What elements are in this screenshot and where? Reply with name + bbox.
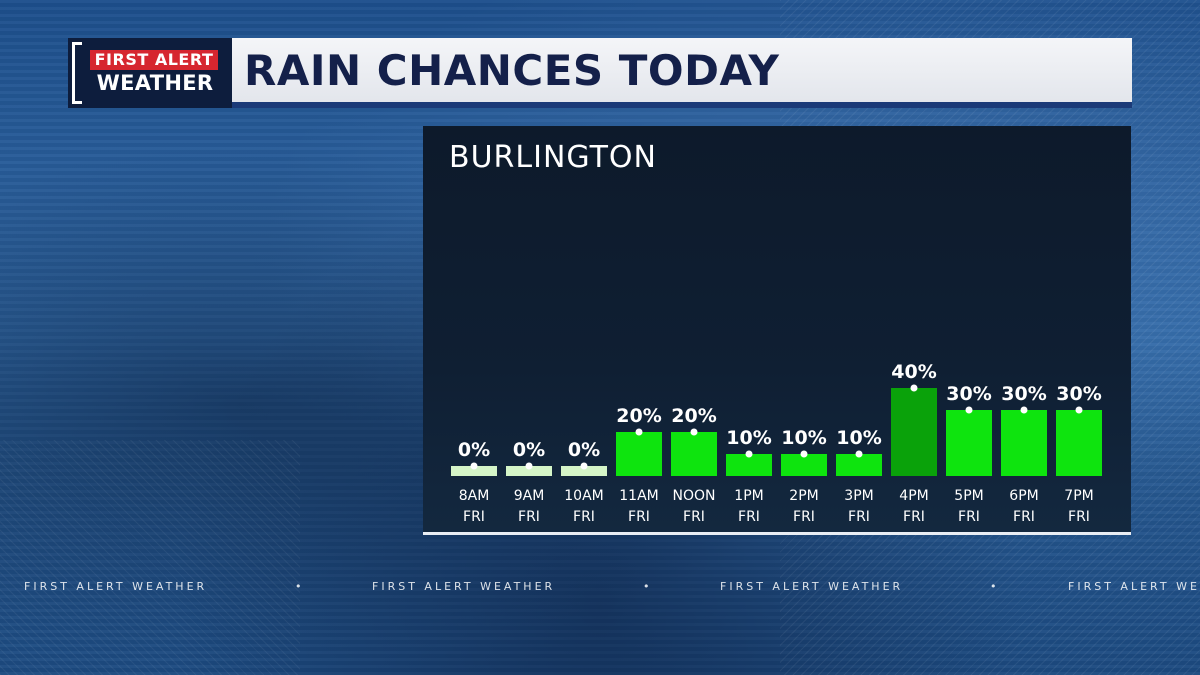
x-tick-sublabel: FRI: [1068, 509, 1090, 525]
background-hatch-left: [0, 440, 300, 675]
x-tick-sublabel: FRI: [518, 509, 540, 525]
x-tick-sublabel: FRI: [683, 509, 705, 525]
x-tick-sublabel: FRI: [628, 509, 650, 525]
header: FIRST ALERT WEATHER RAIN CHANCES TODAY: [68, 38, 1132, 108]
x-tick-label: 9AM: [514, 488, 545, 504]
value-label: 0%: [513, 439, 545, 461]
bar-marker-dot: [800, 450, 808, 458]
ticker-text: FIRST ALERT WEATHER: [24, 580, 208, 593]
bar-marker-dot: [1020, 406, 1028, 414]
bar-marker-dot: [745, 450, 753, 458]
logo-top-text: FIRST ALERT: [90, 50, 218, 70]
ticker-separator: •: [295, 580, 305, 593]
x-tick-label: 1PM: [734, 488, 763, 504]
bar-8am: [451, 466, 497, 476]
value-label: 30%: [1056, 383, 1101, 405]
ticker-separator: •: [990, 580, 1000, 593]
ticker-separator: •: [643, 580, 653, 593]
chart-title: BURLINGTON: [449, 140, 657, 175]
bar-marker-dot: [690, 428, 698, 436]
bar-noon: [671, 432, 717, 476]
x-tick-label: 5PM: [954, 488, 983, 504]
x-tick-sublabel: FRI: [848, 509, 870, 525]
x-tick-label: 3PM: [844, 488, 873, 504]
bar-marker-dot: [580, 462, 588, 470]
bar-marker-dot: [525, 462, 533, 470]
page-title: RAIN CHANCES TODAY: [244, 46, 780, 95]
chart-panel: BURLINGTON 0% 8AM FRI 0% 9AM FRI 0% 10AM FRI 20% 1…: [423, 126, 1131, 532]
x-tick-label: 8AM: [459, 488, 490, 504]
value-label: 10%: [726, 427, 771, 449]
x-tick-sublabel: FRI: [1013, 509, 1035, 525]
logo-bottom-text: WEATHER: [96, 71, 214, 95]
bar-marker-dot: [855, 450, 863, 458]
bar-marker-dot: [635, 428, 643, 436]
rain-chance-chart: 0% 8AM FRI 0% 9AM FRI 0% 10AM FRI 20% 11AM FRI 20% NO…: [451, 361, 1102, 525]
bar-marker-dot: [965, 406, 973, 414]
bar-marker-dot: [910, 384, 918, 392]
title-bar: RAIN CHANCES TODAY: [232, 38, 1132, 102]
value-label: 10%: [836, 427, 881, 449]
bar-marker-dot: [1075, 406, 1083, 414]
x-tick-sublabel: FRI: [573, 509, 595, 525]
value-label: 0%: [568, 439, 600, 461]
x-tick-label: 11AM: [619, 488, 658, 504]
x-tick-label: 2PM: [789, 488, 818, 504]
ticker: FIRST ALERT WEATHER • FIRST ALERT WEATHE…: [0, 576, 1200, 598]
bar-7pm: [1056, 410, 1102, 476]
value-label: 30%: [1001, 383, 1046, 405]
x-tick-sublabel: FRI: [958, 509, 980, 525]
bar-10am: [561, 466, 607, 476]
bar-9am: [506, 466, 552, 476]
bar-4pm: [891, 388, 937, 476]
value-label: 0%: [458, 439, 490, 461]
x-tick-label: 7PM: [1064, 488, 1093, 504]
x-tick-label: NOON: [673, 488, 716, 504]
value-label: 20%: [671, 405, 716, 427]
ticker-text: FIRST ALERT WEATHER: [720, 580, 904, 593]
x-tick-label: 6PM: [1009, 488, 1038, 504]
first-alert-weather-logo: FIRST ALERT WEATHER: [68, 38, 232, 108]
bar-3pm: [836, 454, 882, 476]
x-tick-sublabel: FRI: [903, 509, 925, 525]
logo-bracket-icon: [72, 42, 82, 104]
bar-marker-dot: [470, 462, 478, 470]
x-tick-label: 10AM: [564, 488, 603, 504]
x-tick-label: 4PM: [899, 488, 928, 504]
value-label: 10%: [781, 427, 826, 449]
bar-5pm: [946, 410, 992, 476]
bar-11am: [616, 432, 662, 476]
bar-2pm: [781, 454, 827, 476]
bar-1pm: [726, 454, 772, 476]
panel-bottom-rule: [423, 532, 1131, 535]
value-label: 30%: [946, 383, 991, 405]
bar-6pm: [1001, 410, 1047, 476]
x-tick-sublabel: FRI: [793, 509, 815, 525]
value-label: 40%: [891, 361, 936, 383]
x-tick-sublabel: FRI: [463, 509, 485, 525]
value-label: 20%: [616, 405, 661, 427]
title-underline: [232, 102, 1132, 108]
x-tick-sublabel: FRI: [738, 509, 760, 525]
ticker-text: FIRST ALERT WEATHER: [1068, 580, 1200, 593]
ticker-text: FIRST ALERT WEATHER: [372, 580, 556, 593]
